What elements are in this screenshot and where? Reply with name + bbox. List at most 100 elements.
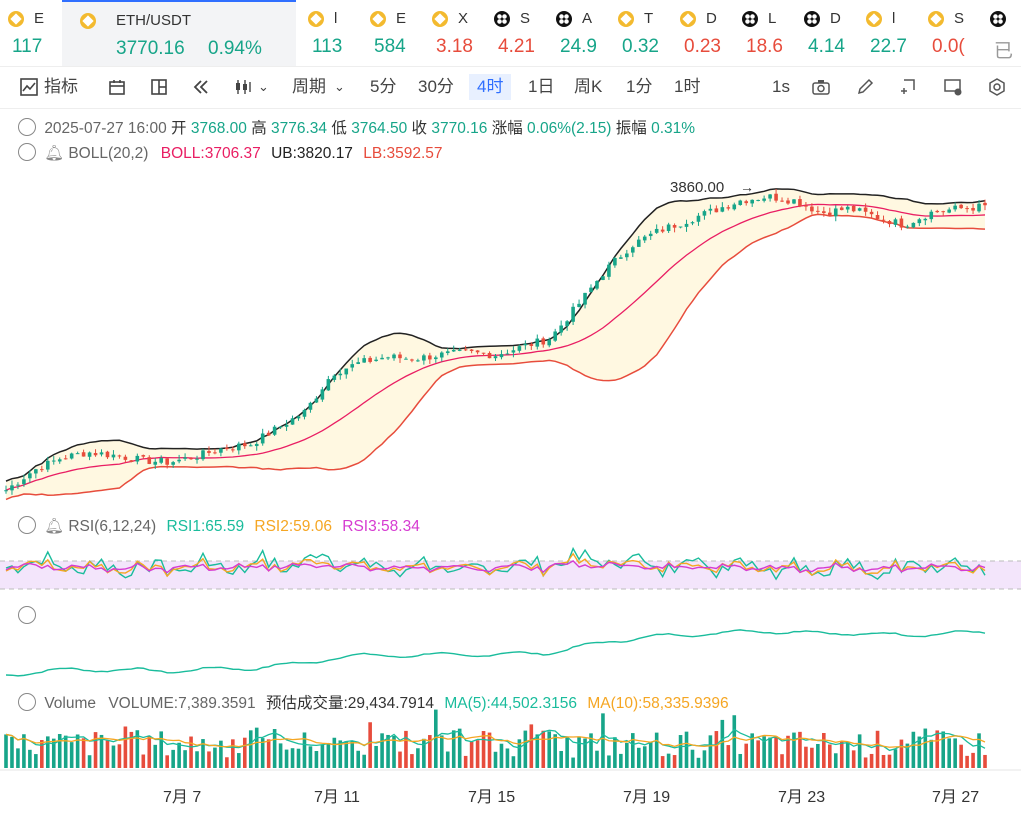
ticker-6[interactable]: A 24.9 [548,0,606,66]
candle [684,223,689,227]
ticker-4[interactable]: X 3.18 [424,0,482,66]
gear-icon[interactable] [988,78,1006,96]
volume-bar [135,730,140,768]
candle [135,455,140,462]
candle [899,218,904,228]
volume-bar [10,736,14,768]
refresh-interval[interactable]: 1s [772,77,790,96]
volume-bar [684,731,689,768]
chevron-down-icon[interactable]: ⌄ [258,79,269,94]
candle [499,354,504,358]
candle [213,452,217,454]
ticker-name: l [334,10,338,27]
interval-30m[interactable]: 30分 [418,77,454,96]
candle [702,211,707,216]
interval-5m[interactable]: 5分 [370,77,397,96]
bnb-icon [308,11,324,27]
ticker-1[interactable]: ETH/USDT 3770.16 0.94% [62,0,296,66]
candle [457,349,462,351]
boll-lower-line [5,213,986,501]
candle [374,359,378,362]
x-axis-label: 7月 7 [163,789,202,806]
ticker-3[interactable]: E 584 [362,0,420,66]
bnb-icon [928,11,944,27]
candle [804,205,808,207]
candle [839,207,844,211]
volume-bar [40,740,44,768]
period-button[interactable]: 周期 [292,77,326,96]
collapse-icon[interactable] [18,693,36,711]
ticker-13[interactable]: 已 [982,0,1021,66]
candle [845,206,850,210]
interval-1m[interactable]: 1分 [626,77,653,96]
volume-bar [469,741,474,768]
volume-bar [971,752,975,768]
ticker-10[interactable]: D 4.14 [796,0,854,66]
candle [69,453,74,459]
pencil-icon[interactable] [856,78,874,96]
ticker-11[interactable]: l 22.7 [858,0,916,66]
volume-bar [284,749,289,768]
ticker-7[interactable]: T 0.32 [610,0,668,66]
x-axis-label: 7月 27 [932,789,980,806]
candle [613,257,617,266]
collapse-icon[interactable] [18,143,36,161]
candle [439,352,444,358]
candle [231,449,235,451]
candle [875,215,880,219]
ticker-name: T [644,10,654,27]
expand-icon[interactable] [18,606,36,624]
volume-bar [619,753,623,768]
bell-icon[interactable]: 🔔︎ [44,145,64,162]
chevron-down-icon[interactable]: ⌄ [334,79,345,94]
volume-bar [380,733,384,768]
indicators-button[interactable]: 指标 [44,77,78,96]
rewind-icon[interactable] [192,78,210,96]
indicator-icon[interactable] [20,78,38,96]
volume-bar [493,751,498,768]
volume-bar [51,738,56,768]
ticker-0[interactable]: E 117 [0,0,58,66]
candle [290,418,295,425]
ticker-2[interactable]: l 113 [300,0,358,66]
screen-lock-icon[interactable] [944,78,962,96]
camera-icon[interactable] [812,78,830,96]
ticker-price: 4.21 [498,36,535,57]
ticker-5[interactable]: S 4.21 [486,0,544,66]
volume-bar [87,755,92,768]
volume-bar [660,756,665,768]
candle [971,207,975,211]
candle [929,211,934,220]
candle [577,303,581,308]
candle [696,215,701,222]
volume-bar [869,753,874,768]
candle-type-icon[interactable] [234,78,252,96]
candle [786,200,790,204]
volume-bar [99,734,104,768]
ticker-9[interactable]: L 18.6 [734,0,792,66]
add-window-icon[interactable] [898,78,916,96]
volume-bar [314,751,319,768]
candle [278,426,283,428]
volume-bar [75,734,80,768]
layout-icon[interactable] [150,78,168,96]
volume-bar [248,730,253,768]
third-pane-toggle[interactable] [18,606,40,626]
interval-4h[interactable]: 4时 [469,74,512,100]
interval-week[interactable]: 周K [574,77,603,96]
volume-bar [917,736,922,768]
volume-bar [16,748,20,768]
collapse-icon[interactable] [18,516,36,534]
volume-bar [577,736,581,768]
ticker-12[interactable]: S 0.0( [920,0,978,66]
candle [445,351,450,354]
interval-1d[interactable]: 1日 [528,77,555,96]
bell-icon[interactable]: 🔔︎ [44,518,64,535]
collapse-icon[interactable] [18,118,36,136]
calendar-icon[interactable] [108,78,126,96]
low-value: 3764.50 [351,120,408,137]
interval-1h[interactable]: 1时 [674,77,701,96]
ticker-8[interactable]: D 0.23 [672,0,730,66]
volume-bar [141,754,146,768]
candle [356,362,361,364]
